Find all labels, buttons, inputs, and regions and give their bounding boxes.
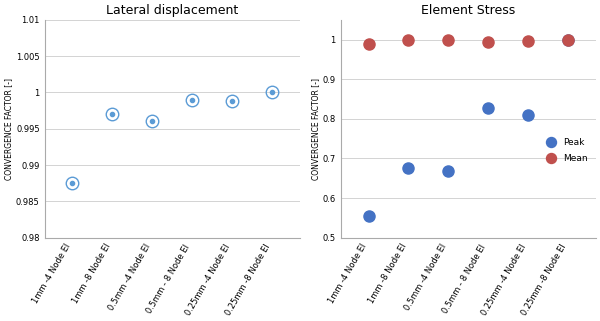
Line: Mean: Mean	[363, 34, 574, 50]
Mean	[565, 38, 572, 41]
Legend: Peak, Mean: Peak, Mean	[539, 134, 592, 167]
Peak	[405, 166, 412, 170]
Peak	[365, 214, 372, 218]
Title: Lateral displacement: Lateral displacement	[106, 4, 238, 17]
Peak	[445, 169, 452, 173]
Title: Element Stress: Element Stress	[421, 4, 515, 17]
Y-axis label: CONVERGENCE FACTOR [-]: CONVERGENCE FACTOR [-]	[311, 78, 320, 180]
Mean	[524, 39, 532, 43]
Mean	[365, 42, 372, 46]
Y-axis label: CONVERGENCE FACTOR [-]: CONVERGENCE FACTOR [-]	[4, 78, 13, 180]
Peak	[485, 106, 492, 109]
Mean	[485, 40, 492, 44]
Peak	[524, 113, 532, 117]
Mean	[405, 38, 412, 41]
Line: Peak: Peak	[363, 34, 574, 221]
Peak	[565, 38, 572, 41]
Mean	[445, 38, 452, 41]
